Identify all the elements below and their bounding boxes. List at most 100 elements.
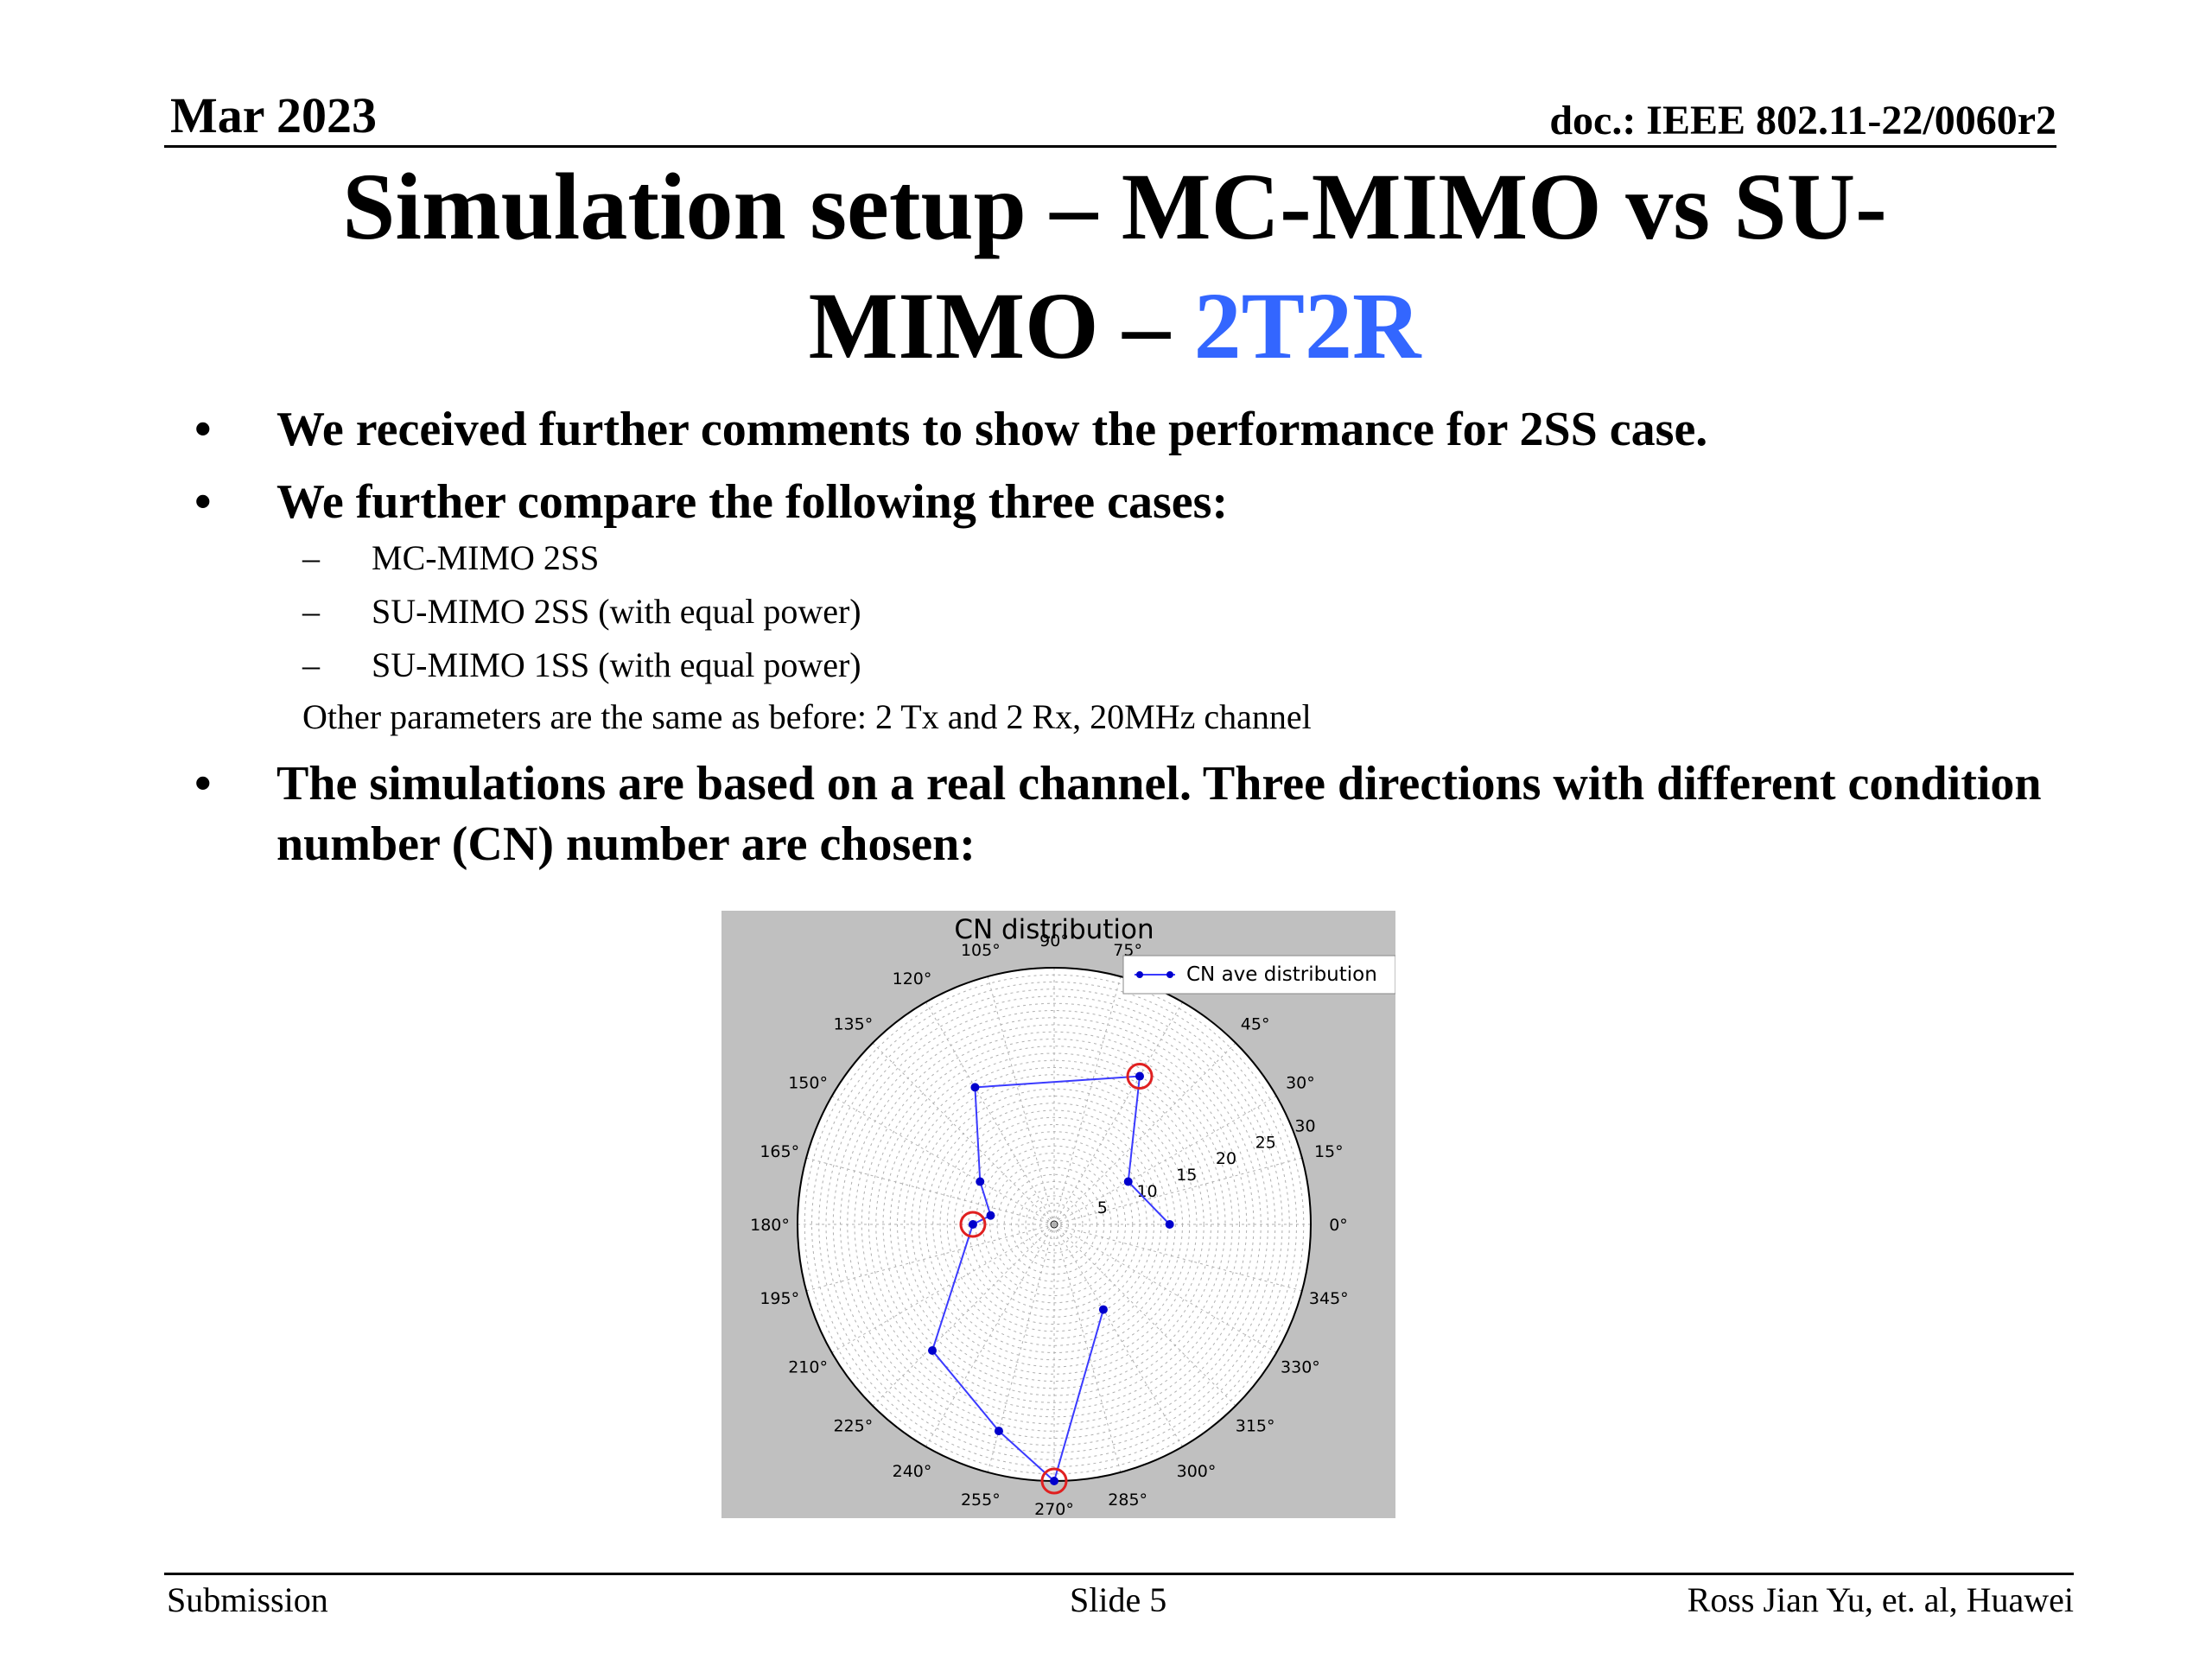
- title-line-2-prefix: MIMO –: [808, 273, 1194, 378]
- r-gridline: [1032, 1202, 1077, 1247]
- sub-item-text: SU-MIMO 1SS (with equal power): [372, 645, 861, 684]
- theta-tick-label: 90°: [1039, 931, 1069, 950]
- footer-rule: [164, 1573, 2074, 1575]
- theta-tick-label: 195°: [760, 1289, 799, 1308]
- title-accent: 2T2R: [1193, 273, 1421, 378]
- header-date: Mar 2023: [170, 87, 377, 143]
- highlight-circle: [1040, 1467, 1068, 1495]
- data-point: [928, 1345, 938, 1355]
- r-gridline: [818, 988, 1290, 1460]
- theta-tick-label: 0°: [1329, 1216, 1348, 1235]
- title-line-2: MIMO – 2T2R: [173, 266, 2056, 385]
- theta-gridline: [925, 1224, 1055, 1447]
- theta-tick-label: 165°: [760, 1142, 799, 1161]
- highlight-circle: [959, 1211, 987, 1238]
- r-gridline: [861, 1031, 1248, 1418]
- theta-tick-label: 15°: [1314, 1142, 1344, 1161]
- legend-marker: [1136, 971, 1143, 978]
- r-tick-label: 25: [1255, 1133, 1276, 1152]
- r-gridline: [954, 1124, 1154, 1325]
- sub-item-marker: –: [302, 592, 320, 631]
- chart-title: CN distribution: [954, 914, 1154, 945]
- footer-left: Submission: [167, 1580, 328, 1619]
- theta-gridline: [1053, 1224, 1277, 1353]
- theta-tick-label: 180°: [750, 1216, 790, 1235]
- r-gridline: [1025, 1195, 1084, 1254]
- theta-gridline: [1053, 976, 1122, 1225]
- theta-gridline: [987, 976, 1055, 1225]
- theta-tick-label: 150°: [788, 1074, 828, 1093]
- theta-tick-label: 300°: [1177, 1462, 1217, 1481]
- title-line-1: Simulation setup – MC-MIMO vs SU-: [342, 154, 1887, 259]
- bullet-marker: •: [194, 757, 212, 810]
- r-gridline: [868, 1039, 1240, 1410]
- center-marker: [1050, 1220, 1058, 1229]
- data-point: [1123, 1177, 1133, 1186]
- r-tick-label: 30: [1294, 1116, 1315, 1135]
- theta-tick-label: 30°: [1286, 1074, 1315, 1093]
- data-point: [994, 1427, 1003, 1436]
- legend-label: CN ave distribution: [1186, 963, 1377, 986]
- r-gridline: [1018, 1188, 1090, 1261]
- data-point: [1098, 1305, 1108, 1314]
- bullet-marker: •: [194, 475, 212, 529]
- data-point: [1050, 1477, 1058, 1485]
- theta-gridline: [805, 1157, 1055, 1225]
- data-point: [1135, 1071, 1144, 1081]
- r-tick-label: 15: [1176, 1166, 1197, 1185]
- theta-gridline: [805, 1224, 1055, 1292]
- theta-tick-label: 120°: [893, 969, 932, 988]
- theta-gridline: [1053, 1224, 1183, 1447]
- header-rule: [164, 145, 2056, 148]
- r-tick-label: 5: [1097, 1198, 1108, 1217]
- slide-title: Simulation setup – MC-MIMO vs SU- MIMO –…: [173, 147, 2056, 385]
- legend-marker: [1166, 971, 1173, 978]
- r-gridline: [982, 1153, 1126, 1296]
- theta-gridline: [1053, 1001, 1183, 1225]
- r-gridline: [875, 1046, 1233, 1403]
- theta-tick-label: 105°: [961, 941, 1001, 960]
- data-point: [1165, 1220, 1174, 1229]
- r-tick-label: 20: [1216, 1149, 1236, 1168]
- bullet-text: The simulations are based on a real chan…: [276, 757, 2042, 871]
- r-gridline: [946, 1116, 1162, 1332]
- other-parameters-note: Other parameters are the same as before:…: [302, 697, 1312, 736]
- sub-item-marker: –: [302, 645, 320, 684]
- theta-gridline: [1053, 1224, 1122, 1473]
- bullet-marker: •: [194, 403, 212, 456]
- theta-gridline: [1053, 1096, 1277, 1225]
- theta-gridline: [1053, 1224, 1236, 1407]
- theta-tick-label: 135°: [833, 1014, 873, 1033]
- theta-gridline: [831, 1096, 1055, 1225]
- theta-gridline: [872, 1042, 1055, 1225]
- theta-tick-label: 330°: [1281, 1358, 1320, 1377]
- theta-tick-label: 270°: [1034, 1500, 1074, 1518]
- polar-chart-svg: 0°15°30°45°60°75°90°105°120°135°150°165°…: [721, 911, 1396, 1519]
- highlight-circle: [1126, 1063, 1154, 1090]
- r-gridline: [825, 995, 1283, 1453]
- r-gridline: [975, 1145, 1134, 1304]
- data-point: [970, 1083, 980, 1092]
- theta-tick-label: 45°: [1241, 1014, 1270, 1033]
- theta-tick-label: 255°: [961, 1491, 1001, 1510]
- sub-item-text: MC-MIMO 2SS: [372, 538, 600, 577]
- theta-gridline: [1053, 1042, 1236, 1225]
- data-point: [976, 1177, 985, 1186]
- theta-tick-label: 210°: [788, 1358, 828, 1377]
- theta-gridline: [831, 1224, 1055, 1353]
- r-gridline: [897, 1067, 1211, 1382]
- theta-tick-label: 225°: [833, 1417, 873, 1436]
- footer-author: Ross Jian Yu, et. al, Huawei: [1687, 1580, 2074, 1619]
- theta-gridline: [1053, 1224, 1303, 1292]
- sub-item-marker: –: [302, 538, 320, 577]
- bullet-text: We further compare the following three c…: [276, 475, 1229, 529]
- data-point: [986, 1211, 995, 1220]
- header-doc-id: doc.: IEEE 802.11-22/0060r2: [1549, 98, 2056, 143]
- data-point: [968, 1220, 977, 1229]
- r-gridline: [832, 1002, 1276, 1446]
- theta-tick-label: 285°: [1108, 1491, 1147, 1510]
- r-gridline: [989, 1160, 1119, 1289]
- bullet-text: We received further comments to show the…: [276, 403, 1708, 456]
- theta-gridline: [1053, 1157, 1303, 1225]
- theta-tick-label: 345°: [1309, 1289, 1349, 1308]
